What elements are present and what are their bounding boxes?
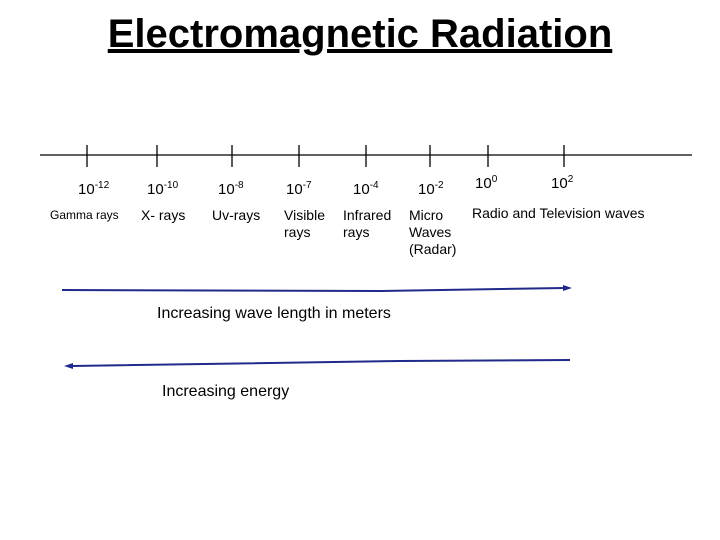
energy-arrow	[64, 359, 571, 369]
power-exponent: 0	[491, 174, 498, 185]
band-name: Visible rays	[284, 207, 325, 240]
power-label: 10-7	[286, 180, 312, 198]
power-base: 10	[353, 181, 370, 198]
power-exponent: -2	[434, 180, 444, 191]
power-base: 10	[147, 181, 164, 198]
power-exponent: 2	[567, 174, 574, 185]
power-label: 10-10	[147, 180, 178, 198]
band-name: Uv-rays	[212, 207, 261, 223]
band-name: X- rays	[141, 207, 186, 223]
power-base: 10	[78, 181, 95, 198]
power-base: 10	[418, 181, 435, 198]
scale-ticks	[86, 145, 565, 167]
energy-label: Increasing energy	[162, 383, 290, 400]
wavelength-arrow	[61, 285, 572, 293]
power-label: 10-12	[78, 180, 109, 198]
band-name: Radio and Television waves	[472, 205, 645, 221]
power-base: 10	[551, 175, 568, 192]
power-label: 100	[475, 174, 497, 192]
power-exponent: -8	[234, 180, 244, 191]
band-name: Micro Waves (Radar)	[409, 207, 457, 257]
power-exponent: -7	[302, 180, 312, 191]
power-base: 10	[286, 181, 303, 198]
power-base: 10	[218, 181, 235, 198]
power-exponent: -12	[94, 180, 110, 191]
power-label: 10-2	[418, 180, 444, 198]
band-name: Infrared rays	[343, 207, 392, 240]
power-label: 10-8	[218, 180, 244, 198]
power-base: 10	[475, 175, 492, 192]
power-label: 102	[551, 174, 573, 192]
wavelength-label: Increasing wave length in meters	[157, 305, 391, 322]
power-label: 10-4	[353, 180, 379, 198]
title: Electromagnetic Radiation	[107, 12, 613, 56]
band-name: Gamma rays	[50, 208, 119, 222]
power-exponent: -4	[369, 180, 379, 191]
power-exponent: -10	[163, 180, 179, 191]
